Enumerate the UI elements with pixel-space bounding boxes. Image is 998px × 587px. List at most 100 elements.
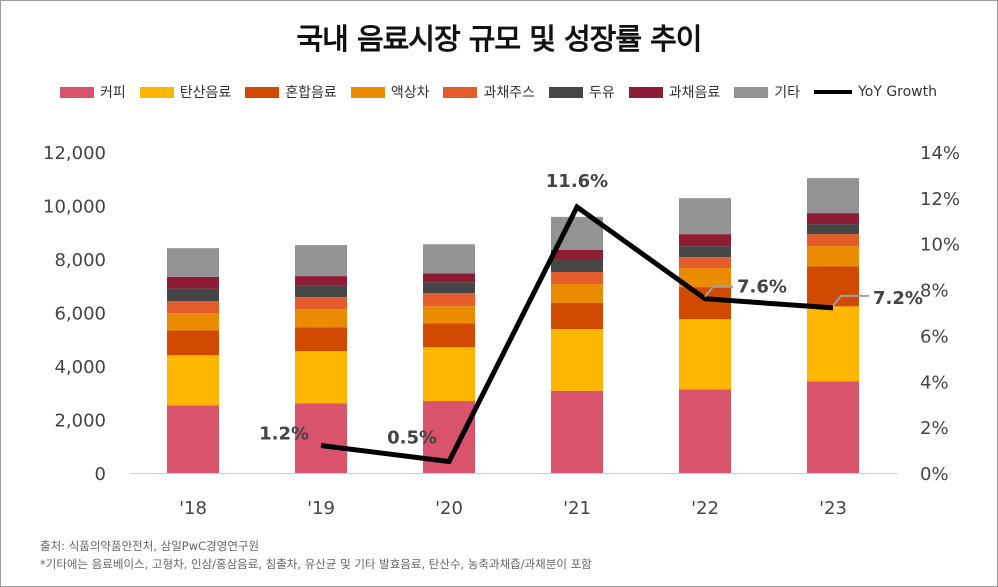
legend-label: 과채음료 [668,85,721,101]
bar-segment [423,323,475,348]
bar-segment [679,268,731,288]
bar-segment [295,276,347,286]
data-label: 7.6% [737,277,787,298]
x-tick-label: '22 [691,498,719,519]
x-tick-label: '19 [307,498,335,519]
footnote: *기타에는 음료베이스, 고형차, 인삼/홍삼음료, 침출차, 유산균 및 기타… [40,557,592,571]
y2-tick-label: 4% [920,372,949,393]
bar-segment [423,282,475,294]
bar-segment [423,347,475,402]
x-tick-label: '23 [819,498,847,519]
legend-item: 기타 [734,82,800,102]
y-tick-label: 12,000 [43,143,106,164]
bar-segment [807,178,859,214]
y2-tick-label: 0% [920,464,949,485]
bar-segment [807,381,859,473]
y2-tick-label: 12% [920,189,960,210]
y-tick-label: 0 [95,464,106,485]
legend-swatch [139,86,174,98]
legend-swatch [245,86,280,98]
bar-segment [551,284,603,304]
legend-label: 기타 [774,85,801,101]
bar-segment [423,244,475,274]
legend-label: 과채주스 [483,85,535,101]
bar-segment [423,273,475,283]
y2-tick-label: 2% [920,418,949,439]
legend-swatch [549,86,583,98]
x-tick-label: '18 [179,498,207,519]
bar-segment [551,271,603,285]
y-tick-label: 8,000 [54,250,106,271]
bar-segment [679,246,731,258]
bar-segment [295,327,347,352]
legend-label: 액상차 [390,85,430,101]
bar-segment [807,306,859,382]
bar-segment [551,259,603,272]
y-tick-label: 6,000 [54,304,106,325]
bar-segment [551,329,603,391]
data-label: 11.6% [546,171,608,192]
bar-segment [807,213,859,225]
bar-segment [295,309,347,328]
y-tick-label: 2,000 [54,411,106,432]
bar-segment [167,288,219,302]
source-note: 출처: 식품의약품안전처, 삼일PwC경영연구원 [40,539,260,553]
legend-item: 과채주스 [443,82,535,102]
bar-segment [679,389,731,473]
legend-item-line: YoY Growth [814,84,937,100]
legend: 커피 탄산음료 혼합음료 액상차 과채주스 두유 과채음료 기타 YoY Growth [60,82,951,102]
legend-item: 두유 [549,82,615,102]
bar-segment [423,306,475,324]
bar-segment [551,303,603,330]
legend-label: 두유 [589,85,615,101]
legend-swatch [628,86,663,98]
bar-segment [295,297,347,310]
bar-segment [679,257,731,269]
bar-segment [167,405,219,473]
chart-title: 국내 음료시장 규모 및 성장률 추이 [296,22,702,56]
y-tick-label: 4,000 [54,357,106,378]
bar-segment [807,224,859,235]
legend-item: 혼합음료 [245,82,337,102]
data-label: 1.2% [259,423,309,444]
legend-item: 과채음료 [628,82,721,102]
bar-segment [679,287,731,320]
data-label: 0.5% [387,428,437,449]
yoy-line [320,203,834,465]
data-label: 7.2% [873,288,923,309]
bar-segment [807,234,859,247]
bar-segment [295,285,347,298]
y-tick-label: 10,000 [43,197,106,218]
bar-segment [295,403,347,473]
bar-segment [679,234,731,247]
label-leader-line [832,294,869,307]
y2-tick-label: 10% [920,235,960,256]
legend-label: 혼합음료 [285,85,337,101]
legend-swatch [60,86,94,98]
bar-segment [551,249,603,260]
bar-segment [167,330,219,356]
x-tick-label: '20 [435,498,463,519]
legend-line-swatch [814,90,853,94]
label-leader-line [704,285,733,298]
bar-segment [807,266,859,307]
bar-segment [423,293,475,307]
legend-label: 탄산음료 [179,85,232,101]
y2-tick-label: 14% [920,143,960,164]
legend-swatch [443,86,478,98]
bar-segment [551,390,603,473]
legend-swatch [734,86,769,98]
bar-segment [679,319,731,390]
bar-segment [295,351,347,404]
legend-item: 탄산음료 [139,82,232,102]
y2-tick-label: 8% [920,281,949,302]
bar-segment [167,276,219,289]
legend-label: YoY Growth [858,84,937,100]
bar-segment [679,198,731,235]
bar-segment [807,246,859,267]
bar-segment [167,301,219,314]
bar-segment [167,355,219,406]
y2-tick-label: 6% [920,326,949,347]
bar-segment [295,245,347,277]
